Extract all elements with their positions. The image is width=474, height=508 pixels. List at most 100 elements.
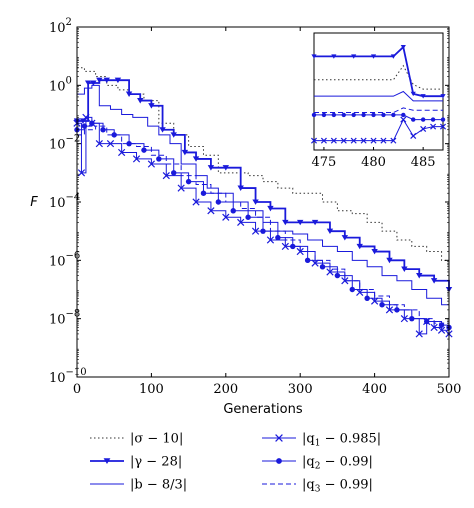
data-point-q1: [192, 198, 200, 206]
series-line-q3: [77, 125, 450, 328]
series-sigma: [77, 67, 449, 261]
series-q2: [74, 120, 452, 331]
inset-point-q1: [430, 123, 437, 130]
legend-marker-q2: [276, 458, 282, 464]
data-point-q2: [275, 234, 281, 241]
series-gamma: [73, 77, 453, 293]
legend-label-q2: |q2 − 0.99|: [302, 455, 373, 472]
data-point-q1: [177, 184, 185, 192]
inset-point-q2: [411, 117, 416, 122]
data-point-gamma: [401, 266, 408, 272]
inset-point-gamma: [370, 54, 377, 59]
inset-point-q1: [320, 137, 327, 144]
data-point-gamma: [282, 219, 289, 226]
data-point-q1: [132, 155, 141, 163]
data-point-q2: [423, 318, 430, 325]
legend-item-q3: |q3 − 0.99|: [262, 478, 373, 495]
series-line-gamma: [77, 79, 450, 290]
y-tick-label: 10−4: [49, 192, 80, 211]
data-point-gamma: [207, 165, 215, 171]
data-point-q2: [126, 140, 132, 147]
inset-x-tick-label: 475: [312, 155, 337, 170]
data-point-q2: [81, 123, 88, 129]
data-point-q2: [171, 170, 177, 176]
inset-point-q1: [420, 125, 427, 132]
data-point-q1: [95, 140, 103, 148]
data-point-q1: [400, 315, 408, 323]
x-tick-label: 500: [437, 382, 462, 397]
legend-label-q1: |q1 − 0.985|: [302, 432, 381, 449]
inset-point-q2: [341, 112, 346, 118]
data-point-q2: [319, 264, 326, 270]
data-point-gamma: [79, 118, 87, 124]
data-point-q1: [437, 326, 446, 334]
data-point-gamma: [170, 132, 177, 138]
inset-point-q1: [360, 137, 367, 144]
x-tick-label: 0: [73, 382, 81, 397]
data-point-gamma: [90, 80, 97, 86]
data-point-gamma: [192, 156, 200, 162]
data-point-q1: [281, 242, 289, 251]
data-point-q1: [147, 160, 156, 168]
inset-point-q2: [440, 117, 446, 122]
inset-point-gamma: [400, 44, 406, 50]
data-point-q2: [394, 307, 400, 313]
inset-point-q1: [340, 137, 347, 144]
y-tick-label: 102: [49, 17, 72, 36]
data-point-q2: [230, 208, 236, 214]
legend: |σ − 10| |γ − 28| |b − 8/3| |q1 − 0.985| |q2…: [90, 432, 381, 495]
series-line-sigma: [77, 67, 449, 261]
data-point-q1: [162, 172, 170, 180]
inset-point-q1: [390, 137, 397, 144]
legend-item-sigma: |σ − 10|: [90, 432, 183, 447]
legend-item-q1: |q1 − 0.985|: [262, 432, 381, 449]
data-point-q1: [106, 140, 115, 148]
data-point-q1: [430, 323, 438, 332]
inset-point-q1: [439, 123, 447, 130]
x-tick-label: 300: [288, 382, 313, 397]
axes: 0 100 200 300 400 500 102 100 10−2 10−4 10−6 10−8 10…: [49, 17, 461, 397]
inset-plot: 475 480 485: [310, 32, 447, 170]
data-point-q2: [156, 156, 162, 162]
data-point-gamma: [430, 278, 438, 284]
inset-point-gamma: [390, 54, 396, 59]
data-point-q1: [266, 236, 275, 244]
data-point-gamma: [125, 91, 133, 97]
legend-item-b: |b − 8/3|: [90, 478, 187, 493]
inset-point-q1: [350, 137, 357, 144]
inset-line-b: [314, 90, 443, 102]
data-point-gamma: [222, 165, 229, 171]
data-point-q2: [409, 315, 415, 322]
series-b: [77, 84, 450, 310]
inset-series-q3: [314, 107, 443, 114]
inset-series-gamma: [311, 44, 446, 99]
inset-line-sigma: [314, 64, 443, 90]
y-tick-label: 10−10: [49, 367, 87, 386]
y-tick-label: 10−6: [49, 250, 80, 269]
data-point-q2: [334, 272, 341, 279]
data-point-gamma: [326, 228, 334, 235]
series-q3: [77, 125, 450, 328]
inset-point-gamma: [440, 94, 446, 99]
data-point-gamma: [159, 127, 166, 133]
inset-point-q2: [401, 112, 406, 118]
data-point-gamma: [297, 219, 304, 226]
data-point-q1: [222, 213, 230, 221]
legend-marker-q1: [275, 434, 283, 442]
data-point-q2: [290, 243, 296, 250]
data-point-gamma: [137, 98, 144, 104]
inset-point-q2: [321, 112, 327, 118]
data-point-q2: [364, 295, 370, 302]
data-point-gamma: [267, 205, 274, 212]
inset-point-q1: [400, 116, 407, 123]
data-point-q2: [141, 147, 147, 153]
inset-series-q1: [310, 116, 447, 144]
data-point-q2: [349, 286, 355, 293]
inset-point-q1: [310, 137, 318, 144]
legend-label-sigma: |σ − 10|: [130, 432, 183, 447]
plot-area: [73, 67, 453, 338]
data-point-q1: [82, 113, 90, 121]
data-point-gamma: [252, 199, 259, 205]
inset-point-q2: [371, 112, 376, 118]
